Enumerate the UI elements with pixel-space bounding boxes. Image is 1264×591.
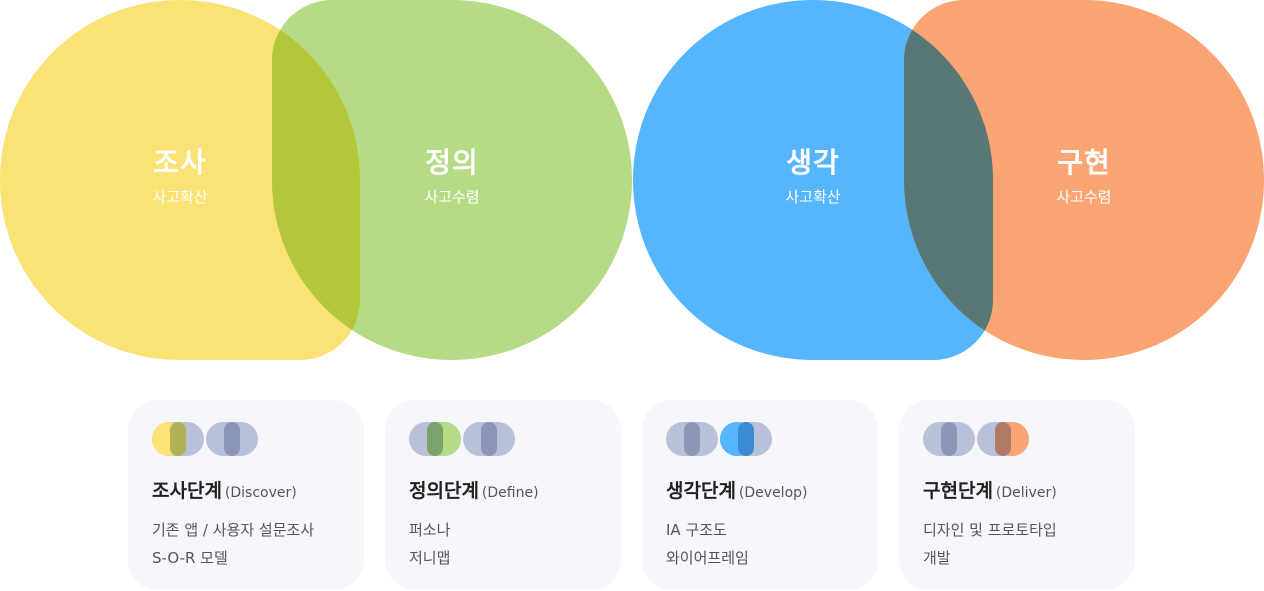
stage-title: 정의 bbox=[425, 146, 479, 179]
define-phase-icon bbox=[409, 422, 515, 456]
deliver-shape bbox=[904, 0, 1264, 360]
card-title-english: (Discover) bbox=[224, 485, 297, 501]
deliver-phase-icon bbox=[923, 422, 1029, 456]
card-title: 구현단계 (Deliver) bbox=[923, 476, 1057, 503]
stage-subtitle: 사고수렴 bbox=[1056, 188, 1112, 206]
card-title: 정의단계 (Define) bbox=[409, 476, 539, 503]
stage-title: 구현 bbox=[1057, 146, 1111, 179]
stage-ideate-label: 생각 사고확산 bbox=[723, 146, 903, 206]
ideate-stage-card: 생각단계 (Develop) IA 구조도 와이어프레임 bbox=[642, 400, 878, 590]
stage-deliver-label: 구현 사고수렴 bbox=[994, 146, 1174, 206]
card-description: 퍼소나 저니맵 bbox=[409, 516, 450, 572]
card-description: 디자인 및 프로토타입 개발 bbox=[923, 516, 1057, 572]
card-description: 기존 앱 / 사용자 설문조사 S-O-R 모델 bbox=[152, 516, 314, 572]
research-shape bbox=[0, 0, 360, 360]
ideate-shape bbox=[633, 0, 993, 360]
card-title-korean: 생각단계 bbox=[666, 480, 736, 502]
card-desc-line: 기존 앱 / 사용자 설문조사 bbox=[152, 521, 315, 539]
card-desc-line: IA 구조도 bbox=[666, 521, 727, 539]
stage-research-label: 조사 사고확산 bbox=[90, 146, 270, 206]
define-stage-card: 정의단계 (Define) 퍼소나 저니맵 bbox=[385, 400, 621, 590]
card-title-english: (Deliver) bbox=[995, 485, 1057, 501]
card-title-english: (Define) bbox=[481, 485, 539, 501]
ideate-phase-icon bbox=[666, 422, 772, 456]
stage-define-label: 정의 사고수렴 bbox=[362, 146, 542, 206]
card-description: IA 구조도 와이어프레임 bbox=[666, 516, 749, 572]
research-phase-icon bbox=[152, 422, 258, 456]
stage-subtitle: 사고확산 bbox=[785, 188, 841, 206]
stage-subtitle: 사고수렴 bbox=[424, 188, 480, 206]
stage-subtitle: 사고확산 bbox=[152, 188, 208, 206]
deliver-stage-card: 구현단계 (Deliver) 디자인 및 프로토타입 개발 bbox=[899, 400, 1135, 590]
card-desc-line: 저니맵 bbox=[409, 549, 451, 567]
card-desc-line: S-O-R 모델 bbox=[152, 549, 228, 567]
research-stage-card: 조사단계 (Discover) 기존 앱 / 사용자 설문조사 S-O-R 모델 bbox=[128, 400, 364, 590]
double-diamond-diagram bbox=[0, 0, 1264, 360]
card-desc-line: 퍼소나 bbox=[409, 521, 451, 539]
card-title-korean: 정의단계 bbox=[409, 480, 479, 502]
card-desc-line: 디자인 및 프로토타입 bbox=[923, 521, 1057, 539]
card-title-korean: 조사단계 bbox=[152, 480, 222, 502]
card-title: 조사단계 (Discover) bbox=[152, 476, 297, 503]
card-desc-line: 개발 bbox=[923, 549, 951, 567]
card-desc-line: 와이어프레임 bbox=[666, 549, 749, 567]
define-shape bbox=[272, 0, 632, 360]
card-title-korean: 구현단계 bbox=[923, 480, 993, 502]
card-title: 생각단계 (Develop) bbox=[666, 476, 807, 503]
card-title-english: (Develop) bbox=[738, 485, 808, 501]
stage-title: 생각 bbox=[786, 146, 840, 179]
stage-title: 조사 bbox=[153, 146, 207, 179]
